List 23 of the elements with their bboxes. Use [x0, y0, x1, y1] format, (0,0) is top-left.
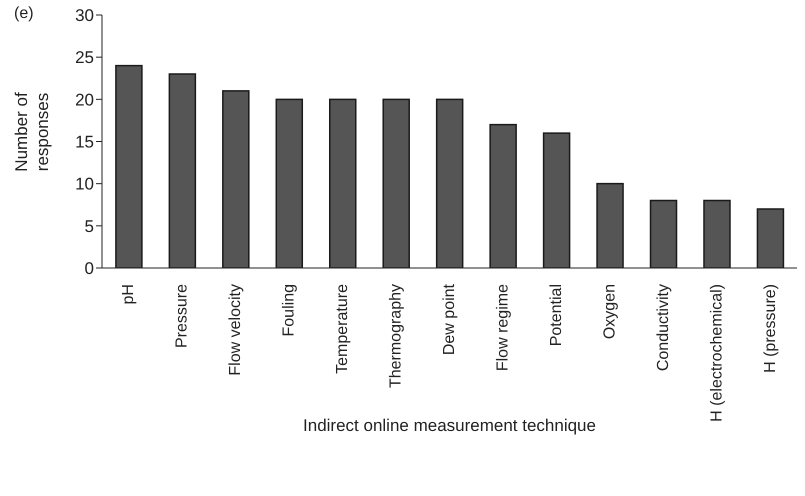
x-tick-label: Flow regime [494, 284, 512, 372]
y-tick-label: 25 [75, 48, 94, 68]
y-axis-title: Number of responses [11, 91, 53, 174]
x-tick-label: Potential [548, 284, 565, 346]
y-tick-label: 15 [75, 132, 94, 152]
x-tick-label: H (pressure) [762, 284, 779, 373]
x-tick-label: Dew point [441, 283, 458, 356]
x-tick-label: Conductivity [654, 284, 672, 372]
x-tick-label: Fouling [280, 284, 298, 336]
y-tick-label: 0 [84, 259, 94, 278]
x-tick-label: pH [120, 284, 138, 304]
y-tick-label: 30 [75, 6, 94, 26]
x-tick-label: Temperature [334, 284, 352, 374]
text: (e) [14, 5, 34, 23]
y-tick-label: 20 [75, 90, 94, 110]
x-axis-title: Indirect online measurement technique [303, 416, 596, 435]
x-tick-label: Flow velocity [227, 284, 244, 376]
x-tick-label: Pressure [174, 284, 191, 348]
x-tick-label: Thermography [388, 284, 405, 388]
x-tick-label: Oxygen [601, 284, 618, 340]
y-tick-label: 10 [75, 174, 94, 194]
y-tick-label: 5 [84, 216, 94, 236]
x-tick-label: H (electrochemical) [708, 284, 726, 422]
